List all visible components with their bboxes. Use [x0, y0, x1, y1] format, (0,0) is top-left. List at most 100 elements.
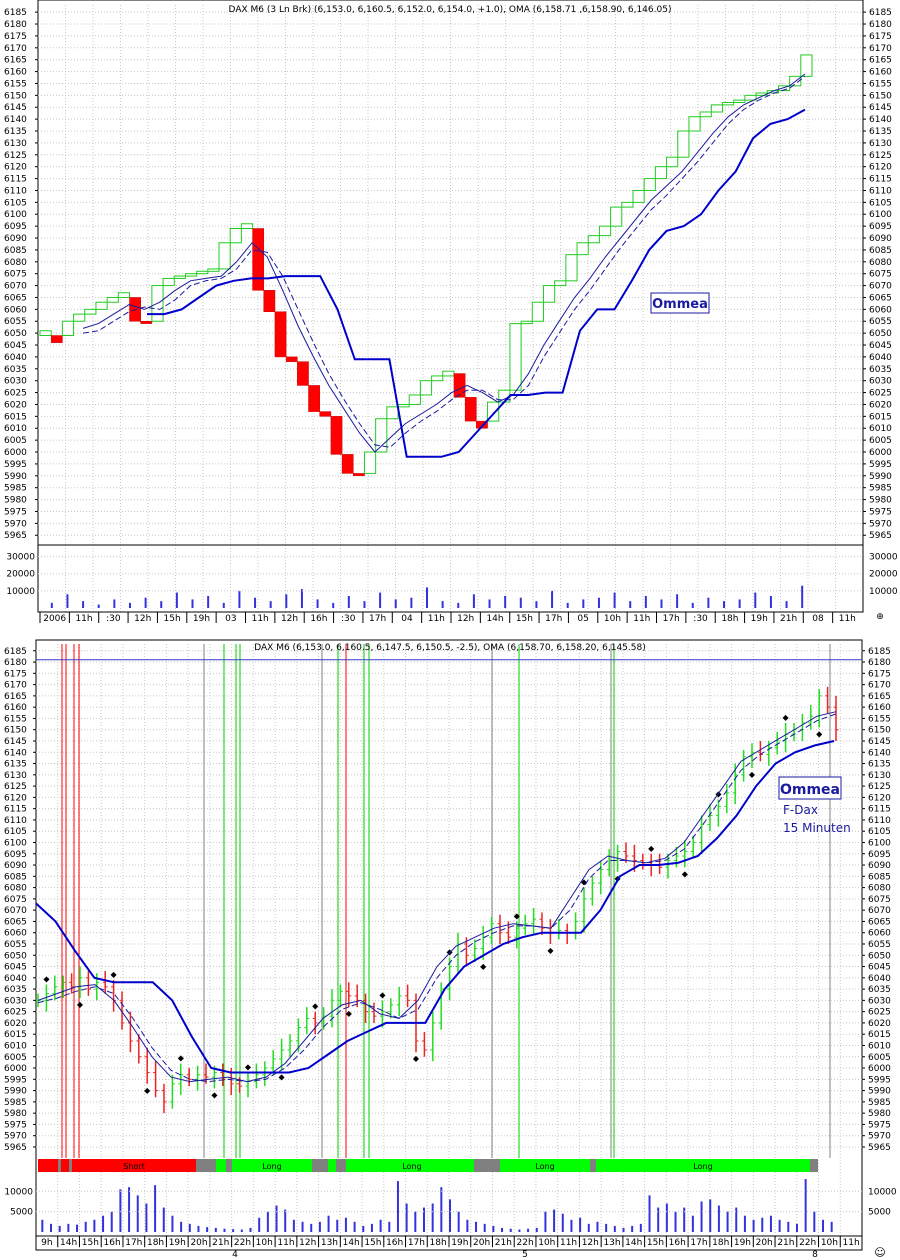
label-box-text: Ommea [780, 782, 840, 798]
volume-bar [644, 596, 647, 608]
volume-bar [579, 1217, 582, 1232]
x-tick-label: 15h [164, 614, 181, 624]
volume-bar [206, 1227, 209, 1232]
diamond-marker: ◆ [682, 869, 689, 878]
diamond-marker: ◆ [816, 729, 823, 738]
volume-bar [84, 1221, 87, 1232]
volume-bar [582, 599, 585, 608]
x-tick-label: 12h [457, 614, 474, 624]
y-tick-label: 6175 [869, 32, 892, 42]
volume-bar [238, 590, 241, 608]
x-tick-label: 16h [669, 1238, 686, 1248]
x-tick-label: 11h [839, 614, 856, 624]
panel-top-volume [50, 585, 804, 608]
brick-up [408, 394, 421, 405]
y-tick-label: 6165 [868, 692, 891, 702]
diamond-marker: ◆ [346, 1009, 353, 1018]
volume-bar [144, 597, 147, 608]
brick-up [207, 268, 220, 272]
brick-down [464, 397, 477, 422]
signal-segment [232, 1159, 312, 1172]
y-tick-label: 6060 [4, 929, 27, 939]
x-tick-label: 19h [451, 1238, 468, 1248]
x-tick-label: 18h [712, 1238, 729, 1248]
y-tick-label: 6015 [868, 1030, 891, 1040]
signal-segment [38, 1159, 58, 1172]
volume-bar [665, 1203, 668, 1232]
y-tick-label: 5990 [869, 472, 892, 482]
y-tick-label: 6045 [868, 963, 891, 973]
volume-bar [388, 1221, 391, 1232]
diamond-marker: ◆ [245, 1063, 252, 1072]
volume-bar [128, 1187, 131, 1232]
brick-up [442, 370, 455, 377]
volume-bar [223, 1228, 226, 1232]
volume-bar [379, 592, 382, 608]
y-tick-label: 6140 [4, 115, 27, 125]
volume-bar [353, 1221, 356, 1232]
signal-segment [810, 1159, 818, 1172]
signal-label: Long [535, 1162, 554, 1171]
x-tick-label: 10h [256, 1238, 273, 1248]
brick-up [721, 101, 735, 106]
y-tick-label: 6055 [4, 317, 27, 327]
day-label: 4 [232, 1250, 238, 1260]
y-tick-label: 5965 [868, 1143, 891, 1153]
signal-segment [61, 1159, 69, 1172]
volume-bar [449, 1199, 452, 1232]
y-tick-label: 6080 [869, 258, 892, 268]
volume-bar [821, 1219, 824, 1232]
y-tick-label: 6030 [869, 377, 892, 387]
panel-top-x-axis: 2006 11h:30 12h 15h 19h 03 11h 12h 16h:30 17h 04 11… [39, 611, 862, 624]
volume-bar [553, 1209, 556, 1232]
y-tick-label: 6035 [4, 985, 27, 995]
volume-bar [676, 594, 679, 608]
volume-bar [504, 596, 507, 608]
y-tick-label: 6130 [4, 139, 27, 149]
x-tick-label: 04 [401, 614, 413, 624]
volume-tick-label: 10000 [4, 1187, 33, 1197]
day-label: 8 [812, 1250, 818, 1260]
diamond-marker: ◆ [43, 975, 50, 984]
volume-bar [613, 1225, 616, 1232]
signal-label: Long [693, 1162, 712, 1171]
x-tick-label: 18h [147, 1238, 164, 1248]
y-tick-label: 6100 [868, 838, 891, 848]
y-tick-label: 6120 [868, 793, 891, 803]
y-tick-label: 6130 [4, 771, 27, 781]
y-tick-label: 6130 [869, 139, 892, 149]
settings-icon[interactable]: ⊕ [876, 612, 884, 622]
brick-up [73, 313, 86, 322]
y-tick-label: 6070 [869, 282, 892, 292]
y-tick-label: 6020 [869, 400, 892, 410]
volume-bar [285, 594, 288, 608]
smiley-icon[interactable]: ☺ [874, 1246, 885, 1259]
volume-bar [570, 1219, 573, 1232]
signal-segment [474, 1159, 500, 1172]
brick-up [554, 280, 567, 287]
annotation-line-2: 15 Minuten [783, 821, 851, 835]
y-tick-label: 5980 [868, 1109, 891, 1119]
y-tick-label: 5995 [868, 1075, 891, 1085]
x-tick-label: 11h [277, 1238, 294, 1248]
brick-up [565, 254, 578, 282]
x-tick-label: 17h [369, 614, 386, 624]
volume-bar [544, 1211, 547, 1232]
brick-down [308, 385, 320, 412]
y-tick-label: 6045 [4, 341, 27, 351]
y-tick-label: 6160 [869, 68, 892, 78]
y-tick-label: 6005 [4, 436, 27, 446]
y-tick-label: 6000 [869, 448, 892, 458]
brick-up [218, 242, 231, 270]
volume-bar [597, 597, 600, 608]
x-tick-label: 17h [545, 614, 562, 624]
brick-up [733, 99, 746, 103]
volume-bar [735, 1207, 738, 1232]
signal-segment [346, 1159, 350, 1172]
volume-bar [362, 1225, 365, 1232]
brick-up [699, 111, 712, 118]
oma-line [37, 711, 837, 1083]
y-tick-label: 6110 [4, 186, 27, 196]
y-tick-label: 6075 [868, 895, 891, 905]
panel-top-label-box: Ommea [650, 292, 710, 314]
